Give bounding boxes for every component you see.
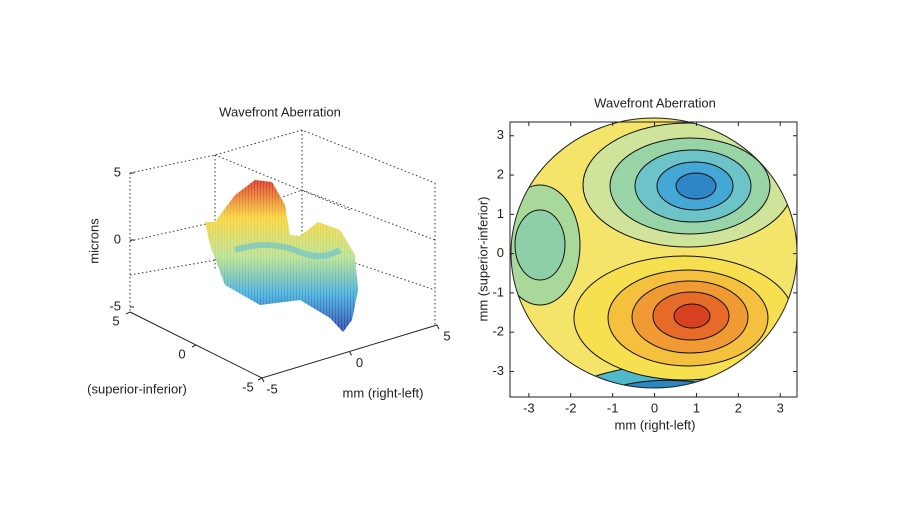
x-tick-label: -2 [565,400,577,415]
x-tick-label: 0 [356,355,363,370]
chart-title: Wavefront Aberration [219,104,341,119]
y-tick [125,311,131,315]
z-axis-label: microns [86,218,101,264]
x-tick-label: 5 [443,328,450,343]
x-tick-label: 3 [777,400,784,415]
y-tick-label: 3 [497,127,504,142]
y-tick-label: 0 [497,245,504,260]
y-tick [257,377,263,381]
chart-title: Wavefront Aberration [594,95,716,110]
contour-plot [511,118,797,388]
y-tick [191,344,197,348]
z-tick-label: -5 [109,298,121,313]
y-axis-label: (superior-inferior) [87,381,187,396]
x-tick-label: -1 [607,400,619,415]
x-tick [436,324,440,330]
x-axis-label: mm (right-left) [343,385,424,400]
y-tick-label: 5 [112,313,119,328]
y-tick-label: 2 [497,166,504,181]
x-tick [349,351,352,356]
x-tick-label: 2 [735,400,742,415]
x-tick-label: 1 [693,400,700,415]
x-tick-label: -5 [266,381,278,396]
x-tick-label: -3 [523,400,535,415]
y-tick-label: 0 [178,346,185,361]
x-tick [261,377,265,383]
y-tick-label: -5 [242,379,254,394]
y-tick-label: 1 [497,206,504,221]
z-tick-label: 5 [114,164,121,179]
x-axis-label: mm (right-left) [615,417,696,432]
y-tick-label: -3 [492,363,504,378]
axes-box [509,121,798,398]
y-axis-label: mm (superior-inferior) [475,197,490,322]
x-tick-label: 0 [651,400,658,415]
z-tick-label: 0 [114,231,121,246]
y-tick-label: -2 [492,324,504,339]
y-tick-label: -1 [492,284,504,299]
surface-plot [129,129,438,379]
